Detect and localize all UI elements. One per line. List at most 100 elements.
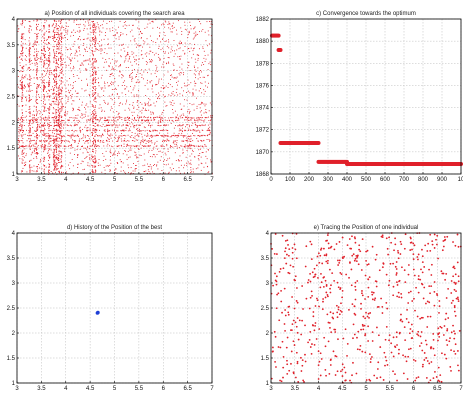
data-point (138, 130, 140, 132)
data-point (101, 117, 103, 119)
data-point (54, 36, 55, 38)
data-point (136, 95, 138, 97)
data-point (127, 51, 129, 53)
data-point (159, 173, 161, 175)
data-point (195, 124, 197, 126)
data-point (44, 144, 46, 145)
data-point (41, 40, 43, 42)
data-point (29, 42, 31, 44)
data-point (89, 119, 91, 120)
data-point (176, 33, 178, 35)
data-point (94, 139, 96, 141)
data-point (428, 285, 431, 288)
data-point (167, 135, 169, 137)
data-point (35, 136, 37, 138)
data-point (73, 82, 74, 84)
data-point (58, 102, 60, 104)
data-point (167, 132, 169, 134)
data-point (74, 135, 76, 137)
data-point (101, 74, 103, 76)
data-point (136, 157, 138, 159)
data-point (112, 146, 114, 148)
data-point (119, 135, 121, 137)
data-point (28, 83, 30, 84)
data-point (146, 140, 148, 142)
data-point (60, 100, 62, 102)
data-point (54, 26, 56, 28)
data-point (433, 290, 436, 293)
data-point (204, 81, 206, 83)
data-point (28, 165, 30, 167)
data-point (41, 53, 43, 54)
data-point (399, 240, 402, 243)
data-point (53, 151, 55, 153)
data-point (442, 245, 445, 248)
data-point (102, 57, 104, 59)
data-point (330, 284, 332, 287)
data-point (359, 344, 362, 347)
data-point (56, 165, 58, 167)
data-point (121, 85, 123, 86)
data-point (147, 119, 149, 121)
data-point (60, 128, 62, 130)
data-point (36, 134, 38, 136)
data-point (95, 159, 97, 161)
data-point (86, 38, 88, 40)
data-point (199, 21, 201, 22)
data-point (274, 272, 276, 275)
data-point (386, 364, 389, 366)
data-point (90, 164, 92, 166)
data-point (138, 21, 140, 23)
data-point (176, 82, 178, 83)
data-point (159, 130, 161, 132)
data-point (22, 22, 23, 24)
data-point (210, 23, 212, 25)
data-point (105, 59, 107, 61)
data-point (321, 308, 324, 311)
data-point (54, 36, 56, 38)
data-point (206, 139, 208, 140)
data-point (134, 140, 136, 142)
data-point (43, 133, 45, 135)
data-point (188, 126, 190, 128)
data-point (182, 130, 183, 132)
data-point (189, 43, 191, 45)
data-point (136, 94, 138, 96)
data-point (99, 135, 101, 137)
data-point (34, 57, 36, 59)
data-point (29, 148, 31, 150)
data-point (89, 95, 90, 97)
data-point (171, 163, 173, 165)
data-point (28, 55, 30, 57)
x-tick-label: 4 (64, 386, 68, 392)
data-point (52, 39, 54, 41)
data-point (170, 102, 172, 104)
data-point (21, 151, 23, 153)
data-point (273, 330, 276, 333)
data-point (205, 155, 207, 157)
data-point (78, 45, 80, 47)
data-point (94, 139, 96, 141)
data-point (182, 152, 184, 154)
data-point (39, 140, 41, 142)
data-point (278, 48, 283, 52)
data-point (111, 20, 113, 22)
data-point (124, 85, 126, 86)
data-point (20, 134, 22, 136)
data-point (43, 25, 45, 27)
data-point (60, 80, 62, 82)
data-point (132, 123, 134, 125)
data-point (49, 43, 50, 45)
data-point (107, 43, 109, 45)
data-point (143, 107, 144, 109)
data-point (39, 96, 41, 98)
data-point (395, 331, 398, 334)
data-point (55, 85, 57, 87)
data-point (162, 129, 164, 130)
data-point (49, 125, 51, 126)
data-point (293, 243, 296, 246)
data-point (457, 300, 460, 303)
data-point (174, 140, 176, 142)
data-point (33, 55, 35, 57)
data-point (53, 158, 55, 160)
